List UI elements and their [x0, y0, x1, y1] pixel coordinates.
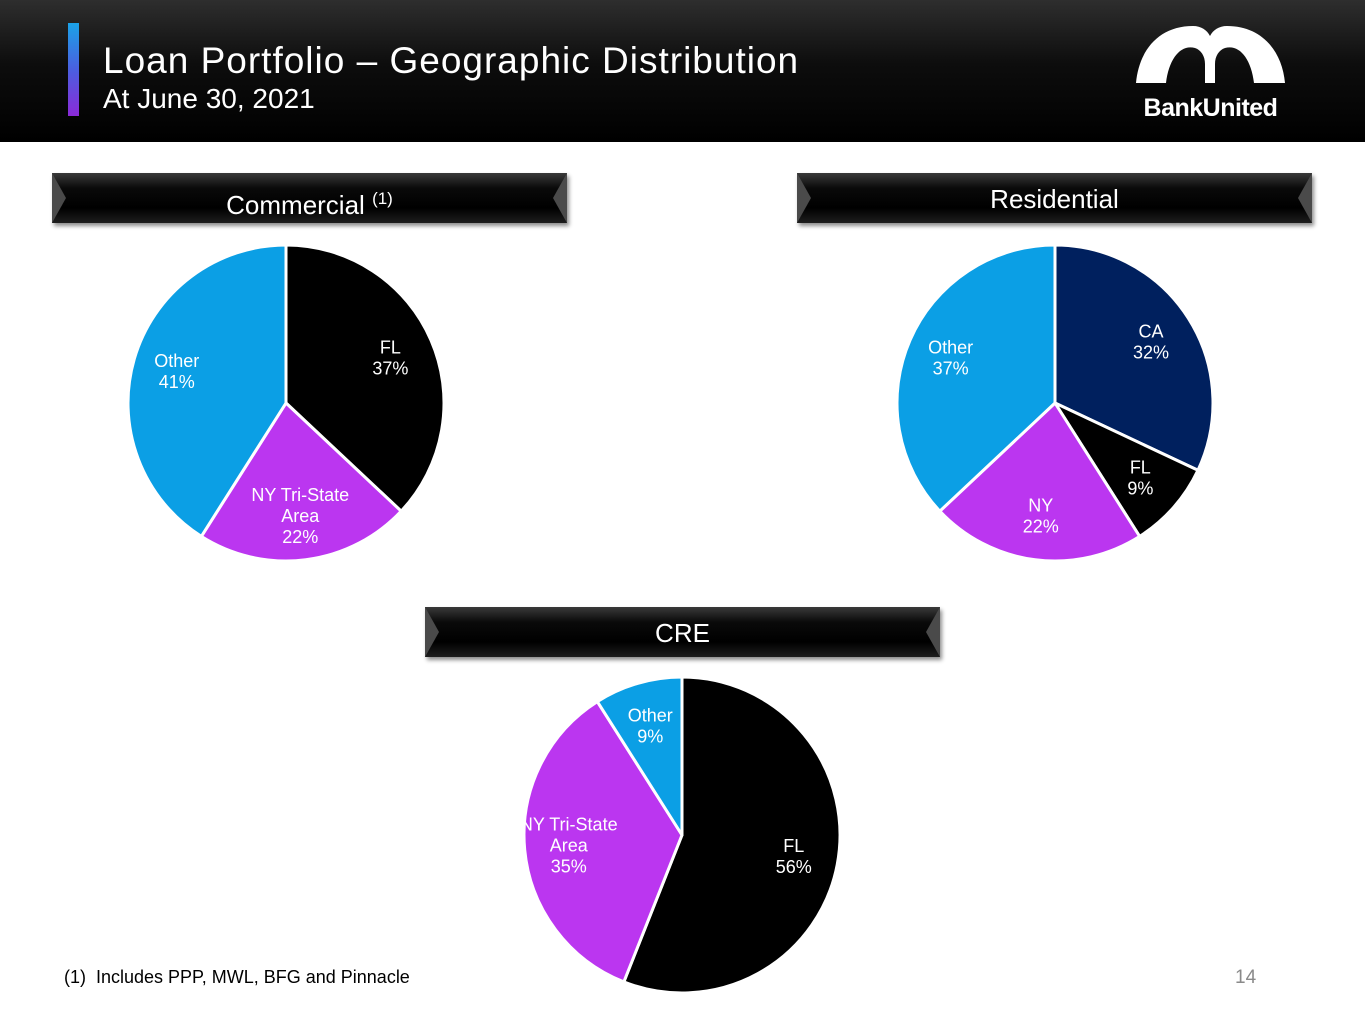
slice-label-line: NY Tri-State	[520, 815, 618, 835]
commercial-slice-label: NY Tri-State Area 22%	[251, 485, 349, 547]
residential-slice-label: FL 9%	[1127, 458, 1153, 499]
residential-slice-label: Other 37%	[928, 337, 973, 378]
slice-label-line: 37%	[933, 358, 969, 378]
slice-label-line: 37%	[372, 358, 408, 378]
slice-label-line: Other	[628, 705, 673, 725]
header-bar: Loan Portfolio – Geographic Distribution…	[0, 0, 1365, 142]
cre-title-text: CRE	[655, 618, 710, 648]
residential-slice-label: CA 32%	[1133, 322, 1169, 363]
slice-label-line: 22%	[1023, 516, 1059, 536]
slice-label-line: 9%	[637, 726, 663, 746]
logo-wordmark: BankUnited	[1143, 94, 1278, 122]
slice-label-line: 9%	[1127, 479, 1153, 499]
slice-label-line: 22%	[282, 527, 318, 547]
cre-slice-fl	[622, 675, 842, 995]
commercial-pie-chart: FL 37% NY Tri-State Area 22% Other 41%	[126, 243, 446, 563]
commercial-chart-title: Commercial (1)	[52, 173, 567, 223]
page-subtitle: At June 30, 2021	[103, 83, 315, 114]
arch-logo-icon	[1136, 26, 1285, 83]
slice-label-line: Area	[550, 836, 589, 856]
commercial-slice-other	[126, 243, 288, 538]
cre-chart-title: CRE	[425, 607, 940, 657]
cre-pie-chart: FL 56% NY Tri-State Area 35% Other 9%	[520, 675, 842, 995]
cre-slice-label: Other 9%	[628, 705, 673, 746]
slice-label-line: FL	[1130, 458, 1151, 478]
slice-label-line: 32%	[1133, 343, 1169, 363]
residential-slice-label: NY 22%	[1023, 495, 1059, 536]
slice-label-line: NY Tri-State	[251, 485, 349, 505]
cre-slice-other	[595, 675, 684, 837]
slice-label-line: FL	[783, 836, 804, 856]
page-number: 14	[1235, 967, 1257, 988]
slice-label-line: Area	[281, 506, 320, 526]
footnote-text: Includes PPP, MWL, BFG and Pinnacle	[96, 967, 410, 987]
commercial-title-text: Commercial	[226, 190, 365, 220]
commercial-slice-fl	[284, 243, 446, 513]
residential-slice-fl	[1053, 401, 1200, 538]
residential-slice-ny	[938, 401, 1142, 563]
commercial-title-footnote: (1)	[372, 189, 393, 208]
slice-label-line: CA	[1139, 322, 1164, 342]
slice-label-line: FL	[380, 337, 401, 357]
footnote-mark: (1)	[64, 967, 86, 987]
residential-pie-chart: CA 32% FL 9% NY 22% Other 37%	[895, 243, 1215, 563]
cre-slice-ny-tri-state	[522, 700, 684, 984]
commercial-slice-label: FL 37%	[372, 337, 408, 378]
commercial-slice-ny-tri-state	[199, 401, 403, 563]
cre-slice-label: FL 56%	[776, 836, 812, 877]
residential-chart-title: Residential	[797, 173, 1312, 223]
residential-slice-other	[895, 243, 1057, 513]
footnote: (1) Includes PPP, MWL, BFG and Pinnacle	[64, 967, 410, 988]
slice-label-line: 41%	[159, 372, 195, 392]
slice-label-line: Other	[154, 351, 199, 371]
residential-title-text: Residential	[990, 184, 1119, 214]
slice-label-line: Other	[928, 337, 973, 357]
residential-slice-ca	[1053, 243, 1215, 472]
bankunited-logo: BankUnited	[1128, 18, 1293, 128]
slice-label-line: 56%	[776, 857, 812, 877]
cre-slice-label: NY Tri-State Area 35%	[520, 815, 618, 877]
slice-label-line: NY	[1028, 495, 1053, 515]
accent-bar	[68, 23, 79, 116]
page-title: Loan Portfolio – Geographic Distribution	[103, 40, 800, 81]
slice-label-line: 35%	[551, 857, 587, 877]
commercial-slice-label: Other 41%	[154, 351, 199, 392]
